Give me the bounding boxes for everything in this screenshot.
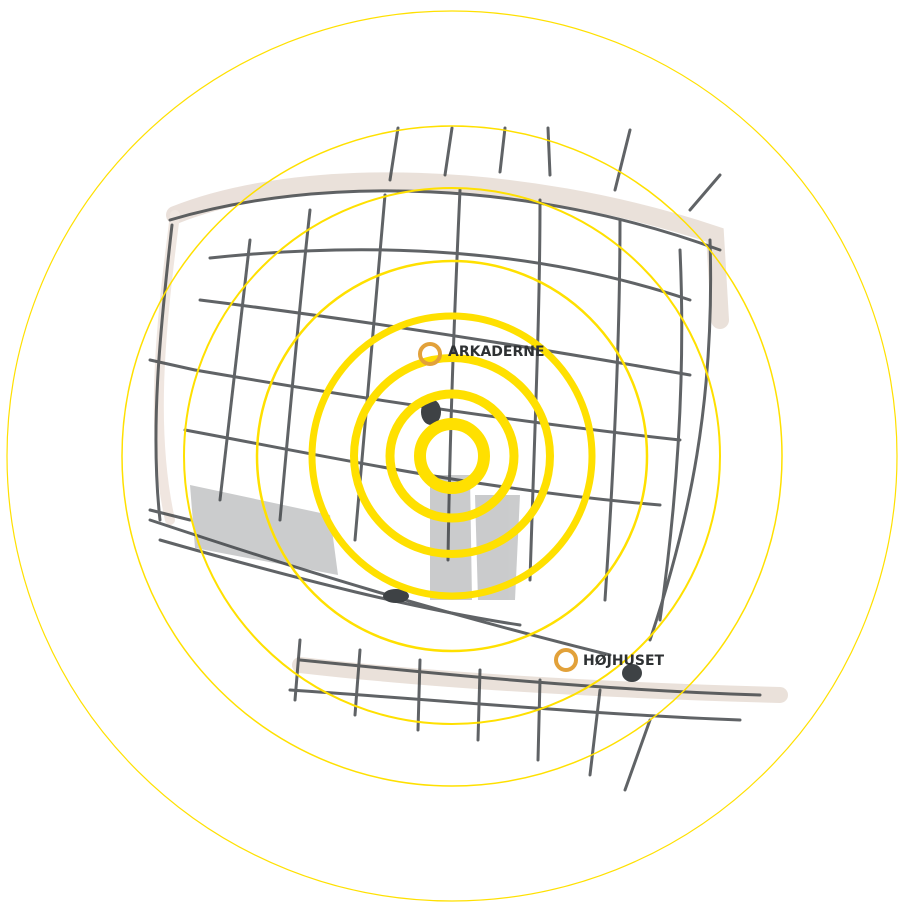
line-v5 — [528, 198, 542, 582]
range-ring-4 — [255, 259, 649, 653]
dot-lower-right — [622, 664, 642, 682]
line-s2 — [353, 648, 362, 717]
poi-hojhuset[interactable]: HØJHUSET — [554, 648, 665, 672]
sketch-dots — [383, 399, 642, 682]
line-n6 — [688, 173, 722, 212]
dot-lower-left — [383, 589, 409, 603]
range-ring-5 — [308, 312, 596, 600]
block-2 — [430, 475, 472, 600]
range-ring-7 — [385, 389, 519, 523]
poi-label-arkaderne: ARKADERNE — [448, 344, 545, 360]
line-s7 — [623, 718, 652, 792]
range-ring-3 — [183, 187, 721, 725]
ring-marker-icon — [418, 342, 442, 366]
line-s6 — [588, 688, 602, 777]
ring-marker-icon — [554, 648, 578, 672]
range-ring-2 — [121, 125, 783, 787]
line-n5 — [613, 128, 632, 192]
poi-label-hojhuset: HØJHUSET — [583, 653, 665, 669]
line-h7 — [288, 688, 742, 722]
block-3 — [475, 495, 520, 600]
sketch-lines — [148, 126, 762, 792]
road-north — [166, 172, 729, 329]
line-v7 — [658, 248, 684, 622]
line-w1 — [148, 358, 197, 372]
line-n4 — [546, 126, 552, 177]
line-v4 — [446, 188, 462, 562]
range-ring-6 — [350, 354, 554, 558]
line-n3 — [498, 126, 507, 174]
range-rings — [6, 10, 898, 902]
line-h5 — [158, 538, 522, 627]
line-frame-top — [168, 189, 722, 252]
line-s1 — [293, 638, 302, 702]
line-w2 — [148, 508, 192, 522]
line-s4 — [476, 668, 482, 742]
line-n1 — [388, 126, 400, 182]
line-v1 — [218, 238, 252, 502]
line-n2 — [443, 126, 454, 177]
line-s5 — [536, 678, 542, 762]
line-v2 — [278, 208, 312, 522]
poi-arkaderne[interactable]: ARKADERNE — [418, 342, 545, 366]
line-h2 — [198, 298, 692, 377]
dot-upper — [421, 399, 441, 425]
range-ring-8 — [414, 418, 490, 494]
sketch-map — [148, 126, 788, 792]
line-v6 — [603, 218, 622, 602]
line-frame-left — [154, 223, 174, 522]
line-h6 — [298, 658, 762, 697]
line-s3 — [416, 658, 422, 732]
line-frame-bottom — [148, 518, 612, 657]
block-1 — [190, 485, 338, 575]
sketch-blocks — [190, 475, 520, 600]
range-ring-1 — [6, 10, 898, 902]
